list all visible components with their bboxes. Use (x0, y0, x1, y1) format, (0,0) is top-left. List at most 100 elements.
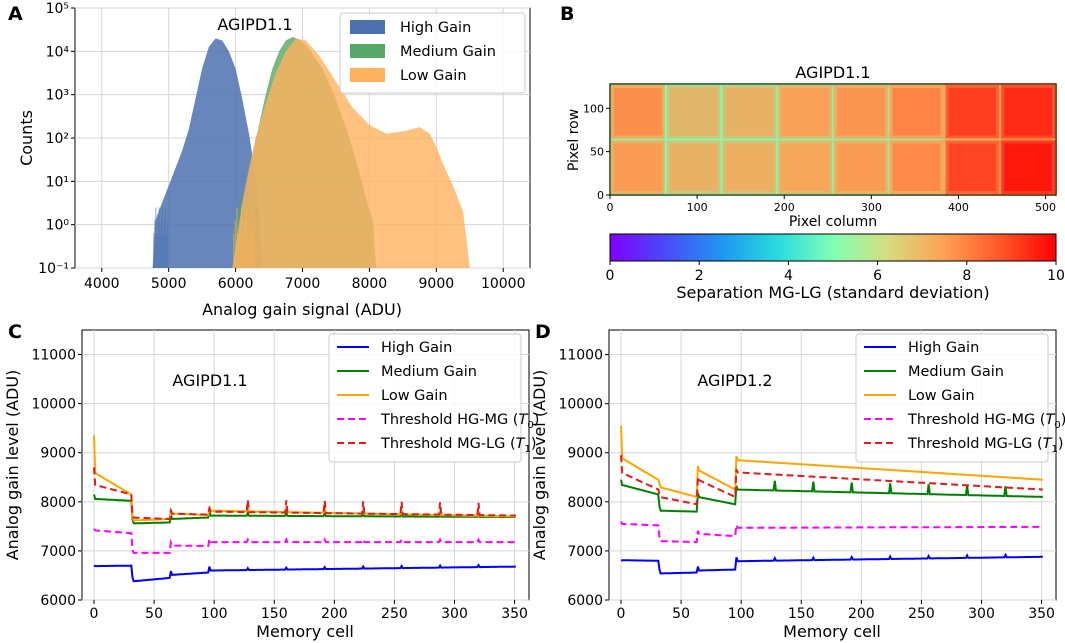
line-y-label-c: Analog gain level (ADU) (3, 370, 22, 561)
legend-label-medium-gain: Medium Gain (381, 364, 477, 380)
line-series-threshold-hg-mg (93, 528, 516, 554)
line-panel-agipd1-2: 0 50 100 150 200 250 300 350 6000 7000 8000 9000 100… (530, 329, 1065, 641)
y-tick-label: 9000 (40, 446, 76, 462)
x-tick-label: 200 (848, 606, 875, 622)
heatmap-asic-core (781, 88, 829, 136)
line-series-medium-gain (93, 494, 516, 525)
x-tick-label: 250 (381, 606, 408, 622)
histogram-title: AGIPD1.1 (217, 15, 292, 34)
line-x-label-c: Memory cell (256, 622, 354, 641)
heatmap-x-tick-label: 100 (687, 201, 708, 214)
legend-swatch-high-gain (350, 20, 385, 34)
colorbar-label: Separation MG-LG (standard deviation) (676, 283, 989, 302)
heatmap-x-tick-label: 300 (861, 201, 882, 214)
x-tick-label: 350 (1028, 606, 1055, 622)
y-tick-label: 10¹ (46, 174, 69, 190)
heatmap-x-tick-label: 500 (1035, 201, 1056, 214)
legend-label-low-gain: Low Gain (908, 388, 975, 404)
x-tick-label: 50 (672, 606, 690, 622)
y-tick-label: 7000 (40, 544, 76, 560)
heatmap-y-tick-label: 0 (597, 189, 604, 202)
x-tick-label: 250 (908, 606, 935, 622)
line-legend-d: High Gain Medium Gain Low Gain Threshold HG… (855, 333, 1065, 463)
heatmap-title: AGIPD1.1 (795, 63, 870, 82)
y-tick-label: 7000 (567, 544, 603, 560)
x-tick-label: 5000 (151, 276, 187, 292)
line-series-medium-gain (620, 479, 1043, 513)
x-tick-label: 350 (501, 606, 528, 622)
heatmap-y-tick-label: 100 (583, 102, 604, 115)
heatmap-asic-core (948, 88, 997, 136)
histogram-x-label: Analog gain signal (ADU) (202, 300, 402, 319)
y-tick-label: 10⁵ (46, 1, 69, 17)
panel-letter-d: D (535, 321, 551, 343)
heatmap-asic-core (669, 143, 718, 191)
heatmap-asic-core (781, 143, 829, 191)
y-tick-label: 11000 (31, 348, 76, 364)
x-tick-label: 100 (201, 606, 228, 622)
colorbar-tick-label: 0 (606, 268, 615, 284)
colorbar-tick-label: 8 (962, 268, 971, 284)
legend-label-high-gain: High Gain (400, 20, 471, 36)
heatmap-x-tick-label: 400 (948, 201, 969, 214)
line-y-label-d: Analog gain level (ADU) (530, 370, 549, 561)
x-tick-label: 0 (90, 606, 99, 622)
legend-label-high-gain: High Gain (381, 340, 452, 356)
x-tick-label: 8000 (352, 276, 388, 292)
legend-label-high-gain: High Gain (908, 340, 979, 356)
heatmap-asic-core (725, 143, 774, 191)
y-tick-label: 10000 (31, 397, 76, 413)
y-tick-label: 8000 (567, 495, 603, 511)
x-tick-label: 50 (145, 606, 163, 622)
colorbar-tick-label: 2 (695, 268, 704, 284)
x-tick-label: 0 (617, 606, 626, 622)
heatmap-x-tick-label: 0 (607, 201, 614, 214)
legend-label-medium-gain: Medium Gain (908, 364, 1004, 380)
y-tick-label: 10⁴ (46, 44, 70, 60)
heatmap-x-label: Pixel column (789, 214, 877, 230)
y-tick-label: 11000 (558, 348, 603, 364)
legend-box (855, 333, 1049, 463)
heatmap-asic-core (669, 88, 718, 136)
y-tick-label: 10⁰ (46, 218, 70, 234)
histogram-y-label: Counts (17, 110, 36, 166)
legend-swatch-medium-gain (350, 44, 385, 58)
legend-box (328, 333, 522, 463)
legend-label-low-gain: Low Gain (400, 68, 467, 84)
line-series-high-gain (620, 552, 1043, 575)
heatmap-asic-core (892, 143, 941, 191)
line-panel-agipd1-1: 0 50 100 150 200 250 300 350 6000 7000 8000 9000 100… (3, 329, 539, 641)
x-tick-label: 10000 (481, 276, 526, 292)
heatmap-x-tick-label: 200 (774, 201, 795, 214)
x-tick-label: 4000 (84, 276, 120, 292)
line-series-threshold-hg-mg (620, 521, 1043, 544)
legend-swatch-low-gain (350, 68, 385, 82)
x-tick-label: 300 (968, 606, 995, 622)
line-series-high-gain (93, 563, 516, 583)
line-legend-c: High Gain Medium Gain Low Gain Threshold HG… (328, 333, 539, 463)
line-title-c: AGIPD1.1 (172, 371, 247, 390)
x-tick-label: 150 (261, 606, 288, 622)
histogram-series-high-gain (152, 38, 263, 269)
heatmap-asic-core (614, 88, 662, 136)
line-series-threshold-mg-lg (93, 467, 516, 520)
x-tick-label: 200 (321, 606, 348, 622)
y-tick-label: 10000 (558, 397, 603, 413)
legend-label-threshold-mg-lg: Threshold MG-LG (T1) (380, 436, 537, 455)
x-tick-label: 150 (788, 606, 815, 622)
panel-letter-a: A (8, 3, 23, 25)
histogram-panel: 4000 5000 6000 7000 8000 9000 10000 10⁻¹ 10⁰ 10¹ 1… (17, 1, 531, 319)
line-title-d: AGIPD1.2 (697, 371, 772, 390)
line-series-threshold-mg-lg (620, 455, 1043, 506)
legend-label-threshold-hg-mg: Threshold HG-MG (T0) (380, 412, 539, 431)
y-tick-label: 10³ (46, 88, 69, 104)
heatmap-frame (609, 83, 1057, 196)
heatmap-y-tick-label: 50 (590, 146, 604, 159)
colorbar-tick-label: 10 (1047, 268, 1065, 284)
x-tick-label: 7000 (285, 276, 321, 292)
y-tick-label: 9000 (567, 446, 603, 462)
heatmap-asic-core (725, 88, 774, 136)
y-tick-label: 10⁻¹ (38, 261, 69, 277)
legend-label-low-gain: Low Gain (381, 388, 448, 404)
